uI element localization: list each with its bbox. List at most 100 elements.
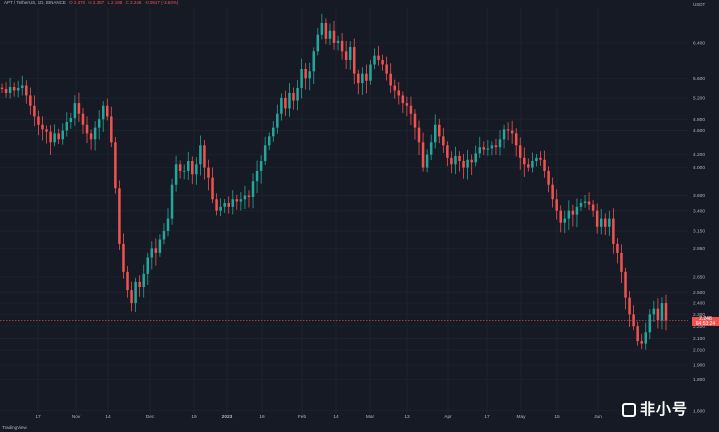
- candle-body: [81, 113, 85, 125]
- watermark: 非小号: [622, 398, 688, 419]
- candle-body: [405, 103, 409, 106]
- candle-body: [336, 40, 340, 43]
- candle-body: [118, 188, 121, 244]
- chart-header: APT / TetherUS, 1D, BINANCE O 2.370 H 2.…: [4, 0, 178, 5]
- candle-body: [8, 86, 12, 93]
- candle-body: [438, 124, 441, 137]
- candle-body: [316, 34, 320, 52]
- candle-body: [612, 218, 615, 244]
- x-tick-label: Feb: [298, 414, 307, 420]
- close-value: C 2.248: [125, 0, 142, 5]
- candle-body: [296, 87, 299, 101]
- candle-body: [324, 22, 328, 39]
- candle-body: [421, 142, 425, 168]
- candle-body: [385, 64, 388, 74]
- candle-body: [166, 218, 170, 231]
- candle-body: [474, 153, 477, 163]
- candle-body: [583, 201, 587, 204]
- candle-body: [442, 136, 445, 146]
- candle-body: [284, 97, 287, 109]
- candle-body: [37, 116, 40, 125]
- candle-body: [146, 257, 150, 274]
- candle-body: [280, 97, 283, 114]
- candle-body: [510, 130, 514, 134]
- candle-body: [543, 159, 546, 171]
- candle-body: [57, 133, 60, 140]
- candle-body: [340, 40, 344, 52]
- candle-body: [579, 203, 583, 207]
- candle-body: [150, 248, 154, 258]
- candle-body: [73, 103, 77, 119]
- candle-body: [304, 69, 307, 79]
- y-tick-label: 2.400: [693, 301, 705, 307]
- candle-body: [101, 105, 105, 120]
- candle-body: [527, 164, 530, 168]
- y-tick-label: 1.600: [693, 408, 705, 414]
- candle-body: [134, 281, 137, 304]
- candle-body: [215, 199, 218, 211]
- candle-body: [191, 161, 194, 175]
- countdown-value: 04:53:24: [695, 320, 716, 327]
- candle-body: [203, 145, 206, 168]
- x-tick-label: Nov: [72, 414, 81, 420]
- candle-body: [369, 64, 372, 81]
- candle-body: [16, 87, 20, 91]
- candle-body: [122, 243, 125, 272]
- change-value: -0.0917 (-3.84%): [144, 0, 179, 5]
- y-tick-label: 1.800: [693, 377, 705, 383]
- candle-body: [207, 167, 210, 178]
- candle-body: [539, 157, 542, 160]
- x-tick-label: 19: [191, 414, 197, 420]
- candle-body: [227, 203, 230, 207]
- candle-body: [648, 314, 652, 333]
- candle-body: [357, 73, 360, 84]
- high-value: H 2.387: [88, 0, 105, 5]
- candle-body: [186, 161, 190, 171]
- candle-body: [33, 105, 36, 117]
- candle-body: [425, 154, 429, 168]
- candle-body: [130, 290, 133, 304]
- candle-body: [506, 129, 510, 131]
- tradingview-brand[interactable]: TradingView: [2, 425, 27, 430]
- candle-body: [154, 248, 158, 253]
- y-tick-label: 3.150: [693, 229, 705, 235]
- candle-body: [300, 69, 303, 88]
- candle-body: [25, 85, 28, 96]
- candle-body: [195, 164, 198, 175]
- candle-body: [531, 161, 534, 168]
- candle-body: [239, 199, 243, 202]
- y-tick-label: 4.800: [693, 117, 705, 123]
- candle-body: [29, 95, 32, 106]
- y-tick-label: 2.950: [693, 246, 705, 252]
- candle-body: [142, 273, 145, 288]
- candle-body: [348, 47, 352, 61]
- candle-body: [656, 308, 660, 321]
- candle-body: [616, 243, 619, 253]
- candle-body: [652, 308, 656, 315]
- candle-body: [381, 60, 384, 65]
- candle-body: [373, 55, 376, 65]
- candle-body: [514, 133, 518, 146]
- candle-body: [361, 73, 364, 84]
- candle-body: [466, 159, 469, 168]
- candle-body: [235, 199, 239, 202]
- y-tick-label: 1.900: [693, 363, 705, 369]
- candle-body: [12, 86, 16, 91]
- low-value: L 2.198: [107, 0, 123, 5]
- candle-body: [490, 145, 494, 149]
- candle-body: [106, 105, 109, 117]
- candle-body: [498, 139, 502, 148]
- x-tick-label: May: [516, 414, 526, 420]
- candle-body: [85, 124, 89, 134]
- candle-body: [413, 113, 417, 128]
- candle-body: [243, 195, 247, 200]
- candle-body: [547, 170, 550, 185]
- candle-body: [433, 124, 437, 143]
- x-tick-label: 2023: [222, 414, 233, 420]
- candle-body: [587, 201, 591, 205]
- candle-body: [61, 130, 64, 140]
- candle-body: [77, 103, 81, 114]
- candle-body: [292, 92, 295, 101]
- x-tick-label: Jun: [594, 414, 602, 420]
- x-tick-label: 17: [35, 414, 41, 420]
